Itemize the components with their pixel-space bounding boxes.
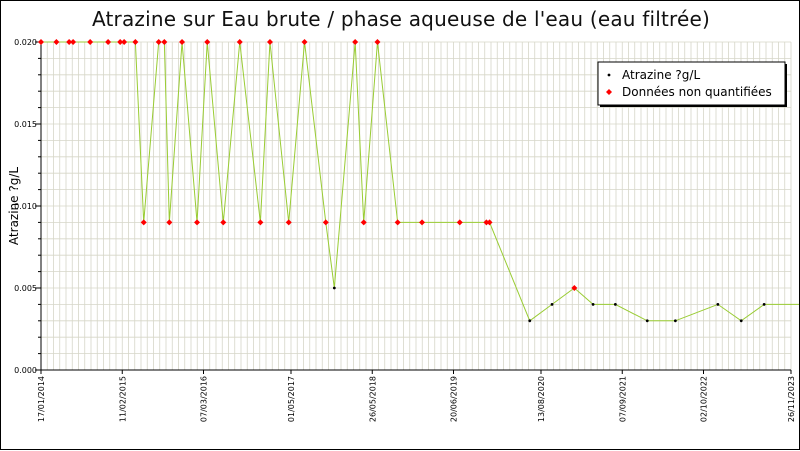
- data-point-nq: [121, 39, 128, 45]
- data-point-nq: [257, 219, 264, 226]
- x-tick-label: 26/11/2023: [787, 376, 796, 422]
- data-point: [550, 303, 554, 306]
- x-tick-label: 02/10/2022: [700, 376, 709, 422]
- legend-marker: [606, 89, 612, 95]
- data-point: [716, 303, 720, 306]
- legend-box: [597, 61, 786, 106]
- x-tick-label: 17/01/2014: [37, 376, 46, 422]
- legend: Atrazine ?g/L Données non quantifiées: [597, 61, 787, 107]
- data-point: [673, 319, 677, 323]
- data-point: [332, 286, 336, 290]
- y-tick-label: 0.000: [14, 366, 37, 375]
- x-tick-label: 20/06/2019: [450, 376, 459, 422]
- legend-label: Atrazine ?g/L: [622, 68, 700, 82]
- data-point-nq: [266, 39, 273, 45]
- data-point-nq: [117, 39, 124, 45]
- legend-label: Données non quantifiées: [622, 85, 772, 99]
- data-point-nq: [483, 219, 490, 226]
- x-tick-label: 07/09/2021: [618, 376, 627, 422]
- data-point-nq: [352, 39, 359, 45]
- data-point-nq: [571, 285, 578, 291]
- x-tick-label: 13/08/2020: [537, 376, 546, 422]
- data-point-nq: [166, 219, 173, 226]
- data-point-nq: [285, 219, 292, 226]
- data-point-nq: [220, 219, 227, 226]
- y-tick-label: 0.020: [14, 38, 37, 47]
- data-point-nq: [486, 219, 493, 226]
- data-point-nq: [204, 39, 211, 45]
- data-point-nq: [140, 219, 147, 226]
- data-point-nq: [360, 219, 367, 226]
- data-point-nq: [322, 219, 329, 226]
- data-point-nq: [132, 39, 139, 45]
- data-point-nq: [419, 219, 426, 226]
- x-tick-label: 26/05/2018: [368, 376, 377, 422]
- x-axis: 17/01/2014 11/02/2015 07/03/2016 01/05/2017…: [37, 370, 796, 422]
- data-point-nq: [194, 219, 201, 226]
- data-point-nq: [301, 39, 308, 45]
- y-tick-label: 0.015: [14, 120, 37, 129]
- data-point-nq: [236, 39, 243, 45]
- data-point-nq: [53, 39, 60, 45]
- y-tick-label: 0.005: [14, 284, 37, 293]
- data-point-nq: [456, 219, 463, 226]
- data-point-nq: [87, 39, 94, 45]
- data-point-nq: [374, 39, 381, 45]
- data-point: [645, 319, 649, 323]
- data-point-nq: [38, 39, 44, 45]
- series-line: [41, 41, 800, 322]
- x-tick-label: 11/02/2015: [118, 376, 127, 422]
- data-point-nq: [155, 39, 162, 45]
- data-point: [591, 303, 595, 306]
- data-point: [739, 319, 743, 323]
- y-axis-label: Atrazine ?g/L: [7, 167, 21, 245]
- data-point: [762, 303, 766, 306]
- data-point-nq: [161, 39, 168, 45]
- data-point-nq: [70, 39, 77, 45]
- data-point: [528, 319, 532, 323]
- x-tick-label: 07/03/2016: [200, 376, 209, 422]
- data-point-nq: [66, 39, 73, 45]
- x-tick-label: 01/05/2017: [287, 376, 296, 422]
- data-point: [613, 303, 617, 306]
- data-point-nq: [179, 39, 186, 45]
- chart-title: Atrazine sur Eau brute / phase aqueuse d…: [91, 7, 711, 31]
- legend-marker: [607, 73, 611, 77]
- data-point-nq: [394, 219, 401, 226]
- y-tick-label: 0.010: [14, 202, 37, 211]
- y-axis: 0.000 0.005 0.010 0.015 0.020: [14, 38, 41, 375]
- data-point-nq: [105, 39, 112, 45]
